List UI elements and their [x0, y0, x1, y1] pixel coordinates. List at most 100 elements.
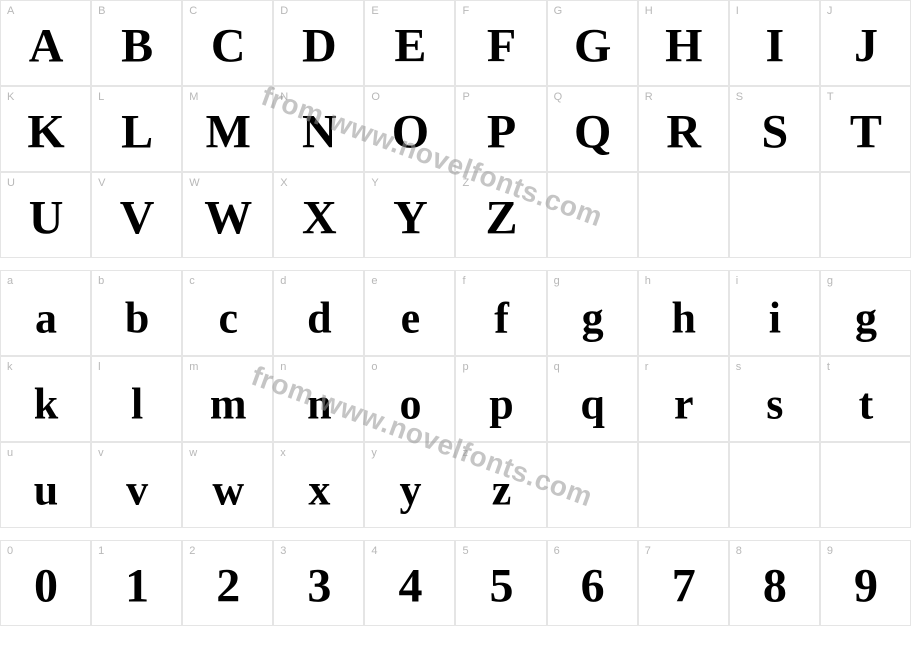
- glyph-cell[interactable]: 99: [820, 540, 911, 626]
- glyph-display: O: [392, 105, 428, 160]
- glyph-cell[interactable]: ll: [91, 356, 182, 442]
- glyph-display: Z: [486, 191, 517, 246]
- glyph-cell[interactable]: VV: [91, 172, 182, 258]
- glyph-cell[interactable]: HH: [638, 0, 729, 86]
- cell-key-label: 8: [736, 545, 742, 557]
- glyph-display: t: [859, 379, 873, 430]
- cell-key-label: O: [371, 91, 380, 103]
- glyph-cell[interactable]: nn: [273, 356, 364, 442]
- glyph-cell[interactable]: EE: [364, 0, 455, 86]
- glyph-cell[interactable]: NN: [273, 86, 364, 172]
- glyph-cell[interactable]: ww: [182, 442, 273, 528]
- glyph-cell[interactable]: aa: [0, 270, 91, 356]
- glyph-cell[interactable]: KK: [0, 86, 91, 172]
- glyph-display: A: [29, 19, 63, 74]
- glyph-cell[interactable]: rr: [638, 356, 729, 442]
- empty-cell: [638, 442, 729, 528]
- glyph-cell[interactable]: ee: [364, 270, 455, 356]
- cell-key-label: L: [98, 91, 104, 103]
- cell-key-label: c: [189, 275, 195, 287]
- cell-key-label: P: [462, 91, 469, 103]
- cell-key-label: J: [827, 5, 833, 17]
- cell-key-label: d: [280, 275, 286, 287]
- glyph-cell[interactable]: ss: [729, 356, 820, 442]
- glyph-cell[interactable]: oo: [364, 356, 455, 442]
- glyph-cell[interactable]: LL: [91, 86, 182, 172]
- glyph-cell[interactable]: ii: [729, 270, 820, 356]
- glyph-display: P: [487, 105, 515, 160]
- glyph-cell[interactable]: PP: [455, 86, 546, 172]
- glyph-cell[interactable]: 22: [182, 540, 273, 626]
- glyph-cell[interactable]: FF: [455, 0, 546, 86]
- cell-key-label: q: [554, 361, 560, 373]
- cell-key-label: R: [645, 91, 653, 103]
- glyph-cell[interactable]: kk: [0, 356, 91, 442]
- glyph-cell[interactable]: AA: [0, 0, 91, 86]
- glyph-display: l: [131, 379, 142, 430]
- glyph-cell[interactable]: UU: [0, 172, 91, 258]
- glyph-cell[interactable]: RR: [638, 86, 729, 172]
- glyph-cell[interactable]: DD: [273, 0, 364, 86]
- glyph-display: R: [666, 105, 700, 160]
- glyph-display: 4: [398, 559, 421, 614]
- glyph-cell[interactable]: bb: [91, 270, 182, 356]
- empty-cell: [729, 442, 820, 528]
- glyph-cell[interactable]: JJ: [820, 0, 911, 86]
- glyph-cell[interactable]: XX: [273, 172, 364, 258]
- glyph-cell[interactable]: gg: [547, 270, 638, 356]
- cell-key-label: 0: [7, 545, 13, 557]
- glyph-cell[interactable]: 55: [455, 540, 546, 626]
- glyph-cell[interactable]: 11: [91, 540, 182, 626]
- cell-key-label: X: [280, 177, 287, 189]
- cell-key-label: u: [7, 447, 13, 459]
- glyph-cell[interactable]: ZZ: [455, 172, 546, 258]
- cell-key-label: l: [98, 361, 100, 373]
- empty-cell: [547, 442, 638, 528]
- glyph-cell[interactable]: tt: [820, 356, 911, 442]
- glyph-cell[interactable]: 77: [638, 540, 729, 626]
- glyph-cell[interactable]: WW: [182, 172, 273, 258]
- glyph-display: V: [120, 191, 154, 246]
- cell-key-label: 2: [189, 545, 195, 557]
- glyph-cell[interactable]: TT: [820, 86, 911, 172]
- glyph-cell[interactable]: OO: [364, 86, 455, 172]
- glyph-cell[interactable]: mm: [182, 356, 273, 442]
- glyph-cell[interactable]: dd: [273, 270, 364, 356]
- glyph-cell[interactable]: zz: [455, 442, 546, 528]
- glyph-cell[interactable]: pp: [455, 356, 546, 442]
- cell-key-label: M: [189, 91, 198, 103]
- glyph-display: L: [121, 105, 152, 160]
- glyph-display: X: [302, 191, 336, 246]
- section-spacer: [0, 258, 911, 270]
- glyph-cell[interactable]: QQ: [547, 86, 638, 172]
- glyph-cell[interactable]: MM: [182, 86, 273, 172]
- cell-key-label: b: [98, 275, 104, 287]
- glyph-cell[interactable]: 44: [364, 540, 455, 626]
- cell-key-label: o: [371, 361, 377, 373]
- glyph-display: a: [35, 293, 56, 344]
- glyph-cell[interactable]: yy: [364, 442, 455, 528]
- glyph-cell[interactable]: cc: [182, 270, 273, 356]
- glyph-cell[interactable]: ff: [455, 270, 546, 356]
- glyph-cell[interactable]: xx: [273, 442, 364, 528]
- glyph-cell[interactable]: SS: [729, 86, 820, 172]
- glyph-cell[interactable]: CC: [182, 0, 273, 86]
- glyph-cell[interactable]: 00: [0, 540, 91, 626]
- glyph-cell[interactable]: gg: [820, 270, 911, 356]
- glyph-display: e: [401, 293, 420, 344]
- glyph-cell[interactable]: 66: [547, 540, 638, 626]
- cell-key-label: D: [280, 5, 288, 17]
- glyph-cell[interactable]: 88: [729, 540, 820, 626]
- glyph-cell[interactable]: II: [729, 0, 820, 86]
- cell-key-label: w: [189, 447, 197, 459]
- cell-key-label: k: [7, 361, 13, 373]
- cell-key-label: T: [827, 91, 834, 103]
- glyph-cell[interactable]: qq: [547, 356, 638, 442]
- glyph-cell[interactable]: uu: [0, 442, 91, 528]
- glyph-cell[interactable]: BB: [91, 0, 182, 86]
- glyph-cell[interactable]: GG: [547, 0, 638, 86]
- glyph-cell[interactable]: hh: [638, 270, 729, 356]
- glyph-cell[interactable]: 33: [273, 540, 364, 626]
- glyph-cell[interactable]: YY: [364, 172, 455, 258]
- glyph-cell[interactable]: vv: [91, 442, 182, 528]
